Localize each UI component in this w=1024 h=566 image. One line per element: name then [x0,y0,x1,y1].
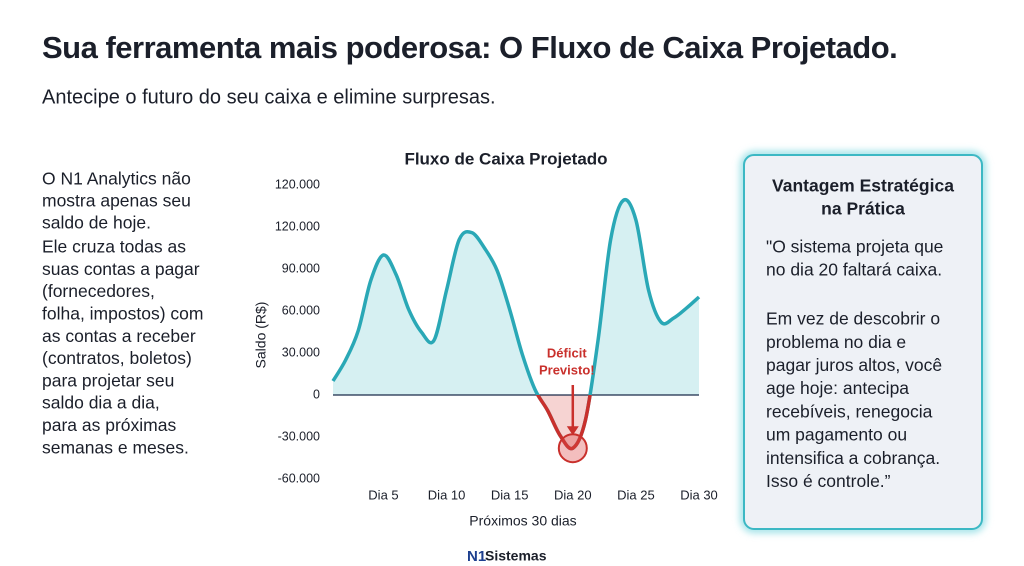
x-axis-label: Próximos 30 dias [469,513,576,529]
callout-heading: Vantagem Estratégica [772,176,954,196]
y-tick-label: -30.000 [278,429,320,443]
deficit-highlight [557,433,588,464]
body-line: suas contas a pagar [42,259,200,279]
callout-body: um pagamento ou [766,425,907,445]
callout-body: recebíveis, renegocia [766,401,933,421]
logo-mark: N1 [467,548,486,565]
cash-flow-line [331,197,701,451]
callout-quote: "O sistema projeta que [766,237,943,257]
y-tick-label: 120.000 [275,177,320,191]
body-line: folha, impostos) com [42,304,203,324]
deficit-arrowhead [566,426,579,436]
body-line: semanas e meses. [42,437,189,457]
callout-body: problema no dia e [766,332,906,352]
body-line: as contas a receber [42,326,196,346]
y-tick-label: 90.000 [282,261,320,275]
y-tick-label: 30.000 [282,345,320,359]
callout-quote: no dia 20 faltará caixa. [766,260,942,280]
y-tick-label: -60.000 [278,471,320,485]
deficit-annotation: Déficit [547,345,587,360]
x-tick-label: Dia 10 [428,487,466,502]
x-tick-label: Dia 15 [491,487,529,502]
logo-text: Sistemas [485,548,547,564]
y-tick-label: 60.000 [282,303,320,317]
body-line: para projetar seu [42,370,174,390]
slide-subtitle: Antecipe o futuro do seu caixa e elimine… [42,86,496,108]
body-line: para as próximas [42,415,176,435]
x-tick-label: Dia 20 [554,487,592,502]
intro-line: saldo de hoje. [42,213,151,233]
callout-body: Em vez de descobrir o [766,309,940,329]
deficit-annotation: Previsto! [539,362,595,377]
callout-body: Isso é controle.” [766,471,891,491]
body-line: saldo dia a dia, [42,393,160,413]
body-line: (contratos, boletos) [42,348,192,368]
y-tick-label: 0 [313,387,320,401]
intro-line: O N1 Analytics não [42,169,191,189]
y-tick-label: 120.000 [275,219,320,233]
chart-title: Fluxo de Caixa Projetado [404,149,607,168]
footer-logo: N1 Sistemas [467,548,547,565]
intro-line: mostra apenas seu [42,191,191,211]
x-tick-label: Dia 5 [368,487,398,502]
body-line: (fornecedores, [42,281,155,301]
callout-box [743,154,983,530]
y-axis-label: Saldo (R$) [253,302,269,369]
slide-title: Sua ferramenta mais poderosa: O Fluxo de… [42,30,897,65]
callout-body: intensifica a cobrança. [766,448,940,468]
body-line: Ele cruza todas as [42,237,186,257]
area-positive [333,199,699,395]
x-tick-label: Dia 25 [617,487,655,502]
callout-body: pagar juros altos, você [766,355,942,375]
x-tick-label: Dia 30 [680,487,718,502]
callout-body: age hoje: antecipa [766,378,909,398]
callout-heading: na Prática [821,199,905,219]
